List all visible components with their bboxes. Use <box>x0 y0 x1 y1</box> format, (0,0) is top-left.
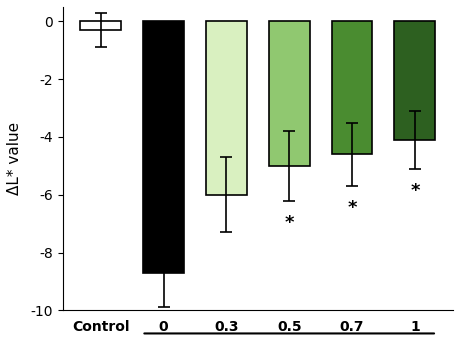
Text: *: * <box>347 199 356 217</box>
Text: *: * <box>284 213 293 232</box>
Bar <box>80 21 121 30</box>
Bar <box>143 21 184 273</box>
Bar <box>206 21 246 195</box>
Y-axis label: ΔL* value: ΔL* value <box>7 122 22 195</box>
Bar <box>268 21 309 166</box>
Text: *: * <box>409 182 419 200</box>
Bar <box>394 21 434 140</box>
Bar <box>331 21 372 154</box>
